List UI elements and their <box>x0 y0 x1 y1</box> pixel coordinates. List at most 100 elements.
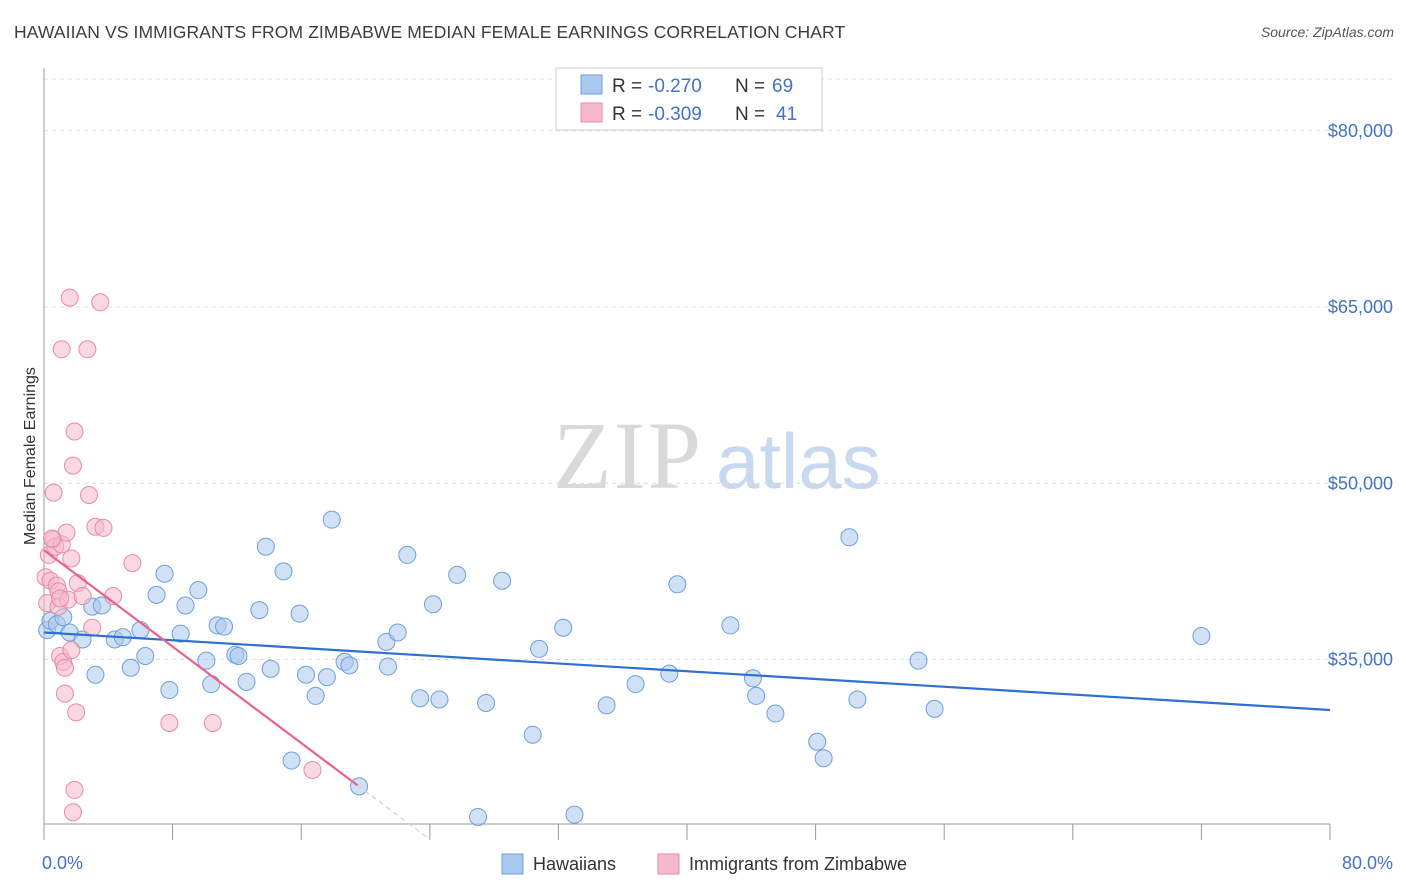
hawaiians-point-14 <box>147 585 166 604</box>
watermark-zip: ZIP <box>553 402 703 509</box>
hawaiians-point-20 <box>197 651 216 670</box>
bottom-legend-label-zimbabwe: Immigrants from Zimbabwe <box>689 854 907 874</box>
zimbabwe-point-20 <box>62 641 81 660</box>
x-tick-label-end: 80.0% <box>1342 853 1393 873</box>
x-tick-labels: 0.0% 80.0% <box>42 853 1393 873</box>
legend-n-value-2: 41 <box>776 104 797 125</box>
series-legend: Hawaiians Immigrants from Zimbabwe <box>501 853 907 875</box>
hawaiians-point-67 <box>909 651 928 670</box>
hawaiians-point-42 <box>388 623 407 642</box>
hawaiians-point-31 <box>282 751 301 770</box>
hawaiians-point-68 <box>925 699 944 718</box>
hawaiians-point-53 <box>554 618 573 637</box>
zimbabwe-point-32 <box>91 293 110 312</box>
trend-line-zimbabwe <box>43 549 359 787</box>
hawaiians-point-35 <box>317 668 336 687</box>
hawaiians-point-27 <box>250 601 269 620</box>
legend-r-value-1: -0.270 <box>648 76 702 97</box>
zimbabwe-point-14 <box>55 658 74 677</box>
hawaiians-point-66 <box>848 690 867 709</box>
gridlines <box>44 78 1392 660</box>
legend-r-label-2: R = <box>612 104 642 125</box>
y-tick-label-1: $50,000 <box>1328 473 1393 493</box>
hawaiians-point-15 <box>155 564 174 583</box>
hawaiians-point-12 <box>131 621 150 640</box>
hawaiians-point-32 <box>290 604 309 623</box>
y-tick-label-3: $80,000 <box>1328 121 1393 141</box>
zimbabwe-point-38 <box>303 760 322 779</box>
legend-n-label-1: N = <box>735 76 765 97</box>
zimbabwe-point-25 <box>67 703 86 722</box>
legend-n-label-2: N = <box>735 104 765 125</box>
chart-title: HAWAIIAN VS IMMIGRANTS FROM ZIMBABWE MED… <box>14 22 846 42</box>
hawaiians-point-62 <box>766 704 785 723</box>
hawaiians-point-16 <box>160 681 179 700</box>
hawaiians-point-49 <box>477 693 496 712</box>
legend-swatch-hawaiians <box>580 74 603 95</box>
hawaiians-point-18 <box>176 596 195 615</box>
hawaiians-point-17 <box>171 624 190 643</box>
legend-r-value-2: -0.309 <box>648 104 702 125</box>
hawaiians-point-64 <box>814 749 833 768</box>
hawaiians-point-61 <box>747 686 766 705</box>
hawaiians-point-33 <box>297 665 316 684</box>
zimbabwe-point-28 <box>78 340 97 359</box>
zimbabwe-point-37 <box>203 713 222 732</box>
hawaiians-point-54 <box>565 805 584 824</box>
hawaiians-point-63 <box>808 732 827 751</box>
hawaiians-point-19 <box>189 581 208 600</box>
hawaiians-point-36 <box>322 510 341 529</box>
bottom-legend-swatch-hawaiians <box>501 853 524 875</box>
zimbabwe-point-23 <box>65 422 84 441</box>
zimbabwe-point-36 <box>160 713 179 732</box>
hawaiians-point-47 <box>448 565 467 584</box>
watermark-atlas: atlas <box>716 417 881 505</box>
y-tick-label-0: $35,000 <box>1328 650 1393 670</box>
zimbabwe-point-15 <box>55 684 74 703</box>
zimbabwe-point-19 <box>62 549 81 568</box>
zimbabwe-point-21 <box>63 803 82 822</box>
zimbabwe-point-40 <box>51 589 70 608</box>
hawaiians-point-28 <box>256 537 275 556</box>
y-tick-labels: $35,000 $50,000 $65,000 $80,000 <box>1328 121 1393 670</box>
hawaiians-point-48 <box>469 807 488 826</box>
bottom-legend-label-hawaiians: Hawaiians <box>533 854 616 874</box>
hawaiians-point-50 <box>493 571 512 590</box>
hawaiians-point-46 <box>424 595 443 614</box>
hawaiians-point-65 <box>840 528 859 547</box>
source-credit: Source: ZipAtlas.com <box>1260 24 1394 40</box>
hawaiians-point-44 <box>411 689 430 708</box>
hawaiians-point-7 <box>86 665 105 684</box>
hawaiians-point-43 <box>398 545 417 564</box>
hawaiians-point-55 <box>597 696 616 715</box>
hawaiians-point-58 <box>668 575 687 594</box>
trend-line-hawaiians <box>43 631 1331 712</box>
hawaiians-point-30 <box>274 562 293 581</box>
hawaiians-point-41 <box>379 657 398 676</box>
trend-line-zimbabwe-extension <box>357 784 431 840</box>
correlation-legend: R = -0.270 N = 69 R = -0.309 N = 41 <box>555 67 823 131</box>
zimbabwe-point-39 <box>43 529 62 548</box>
hawaiians-point-23 <box>215 617 234 636</box>
hawaiians-point-59 <box>721 616 740 635</box>
legend-r-label-1: R = <box>612 76 642 97</box>
axes <box>43 68 1331 840</box>
hawaiians-point-11 <box>121 658 140 677</box>
x-tick-label-start: 0.0% <box>42 853 83 873</box>
hawaiians-point-60 <box>743 669 762 688</box>
hawaiians-point-29 <box>261 659 280 678</box>
zimbabwe-point-5 <box>44 483 63 502</box>
hawaiians-point-21 <box>202 675 221 694</box>
y-axis-label: Median Female Earnings <box>22 367 39 545</box>
zimbabwe-point-24 <box>65 780 84 799</box>
hawaiians-point-34 <box>306 686 325 705</box>
zimbabwe-point-29 <box>80 486 99 504</box>
zimbabwe-point-30 <box>83 618 102 637</box>
y-tick-label-2: $65,000 <box>1328 297 1393 317</box>
hawaiians-point-69 <box>1192 627 1211 645</box>
hawaiians-point-56 <box>626 675 645 694</box>
zimbabwe-point-35 <box>123 554 142 573</box>
zimbabwe-point-22 <box>63 456 82 475</box>
zimbabwe-point-27 <box>73 587 92 606</box>
hawaiians-point-25 <box>229 646 248 665</box>
